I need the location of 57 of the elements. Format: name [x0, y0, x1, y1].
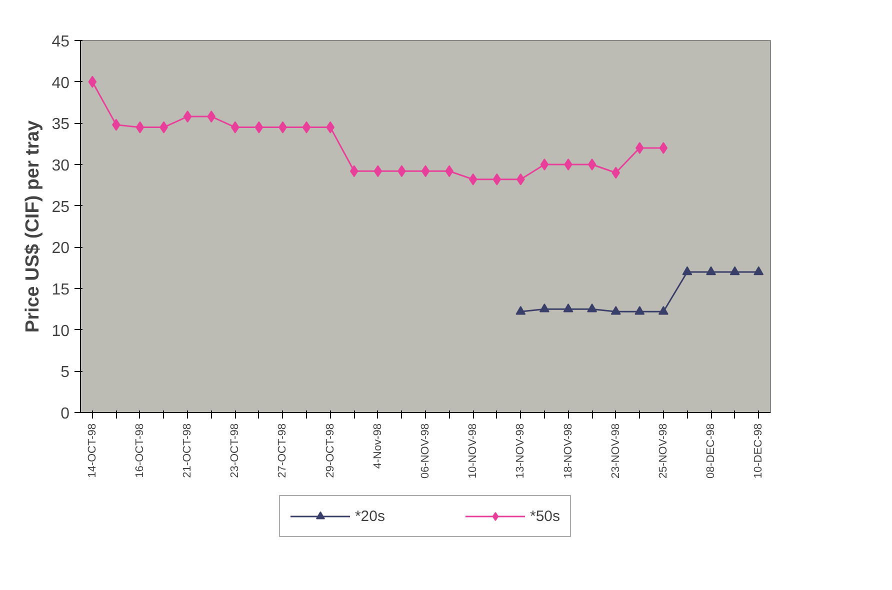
point — [136, 121, 144, 134]
point — [207, 110, 216, 123]
x-tick-label: 08-DEC-98 — [705, 423, 718, 479]
point — [659, 142, 668, 154]
point — [183, 110, 192, 123]
point — [610, 306, 621, 315]
point — [563, 303, 574, 312]
point — [564, 158, 572, 170]
y-tick-label: 5 — [60, 364, 70, 382]
y-tick-label: 30 — [52, 158, 70, 174]
point — [612, 166, 620, 179]
x-tick-label: 23-OCT-98 — [229, 423, 242, 478]
y-tick-label: 40 — [52, 74, 70, 92]
point — [350, 165, 358, 178]
x-tick-label: 14-OCT-98 — [86, 423, 98, 478]
point — [88, 76, 97, 88]
point — [658, 306, 668, 315]
point — [706, 266, 716, 276]
y-tick-label: 0 — [60, 406, 70, 422]
point — [730, 266, 740, 276]
y-axis-title: Price US$ (CIF) per tray — [22, 120, 44, 333]
point — [540, 158, 549, 170]
y-tick-label: 10 — [52, 322, 70, 340]
point — [254, 121, 264, 134]
y-tick-label: 25 — [52, 198, 70, 216]
x-tick-label: 21-OCT-98 — [182, 423, 194, 478]
x-tick-label: 23-NOV-98 — [610, 423, 622, 479]
x-tick-label: 13-NOV-98 — [514, 423, 527, 479]
point — [516, 306, 526, 315]
point — [374, 165, 382, 178]
point — [587, 303, 598, 312]
x-tick-label: 06-NOV-98 — [420, 423, 432, 479]
y-tick-label: 35 — [52, 116, 70, 134]
x-tick-label: 25-NOV-98 — [657, 423, 670, 479]
y-tick-label: 20 — [52, 240, 70, 258]
point — [635, 142, 644, 154]
y-tick-label: 15 — [52, 282, 70, 298]
y-tick-label: 45 — [52, 34, 70, 50]
x-tick-label: 18-NOV-98 — [562, 423, 574, 479]
point — [588, 158, 596, 170]
legend-label: *50s — [530, 508, 560, 524]
point — [468, 173, 478, 186]
point — [230, 121, 240, 134]
point — [634, 306, 645, 315]
x-tick-label: 27-OCT-98 — [276, 423, 289, 478]
x-tick-label: 29-OCT-98 — [324, 423, 336, 478]
point — [754, 266, 764, 276]
x-tick-label: 10-NOV-98 — [467, 423, 480, 479]
point — [492, 173, 502, 186]
point — [539, 303, 550, 312]
point — [421, 165, 430, 178]
x-tick-label: 16-OCT-98 — [134, 423, 146, 478]
legend-label: *20s — [354, 508, 385, 524]
x-tick-label: 10-DEC-98 — [752, 423, 765, 479]
x-tick-label: 4-Nov-98 — [372, 423, 384, 469]
point — [302, 121, 311, 134]
point — [682, 266, 692, 276]
